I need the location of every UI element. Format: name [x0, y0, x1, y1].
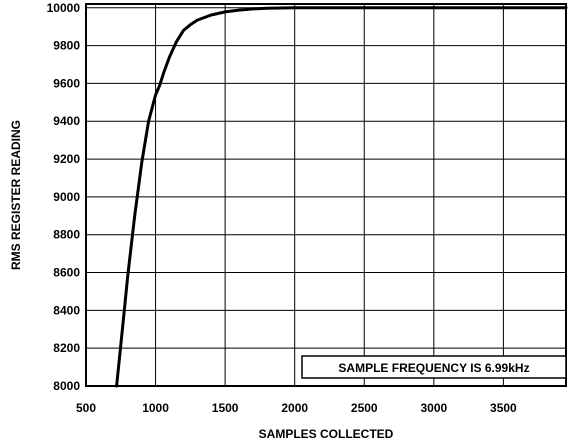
x-tick-label: 2500 [351, 401, 378, 415]
y-tick-label: 8000 [53, 379, 80, 393]
y-tick-label: 9000 [53, 190, 80, 204]
annotation-box [301, 355, 567, 379]
grid-lines [86, 4, 566, 386]
x-tick-label: 3000 [420, 401, 447, 415]
y-tick-label: 9600 [53, 76, 80, 90]
series-line [115, 6, 568, 388]
y-tick-label: 9800 [53, 39, 80, 53]
x-tick-label: 1500 [212, 401, 239, 415]
y-tick-label: 8600 [53, 266, 80, 280]
y-tick-labels: 8000 8200 8400 8600 8800 9000 9200 9400 9600 9800… [47, 1, 81, 393]
annotation-text: SAMPLE FREQUENCY IS 6.99kHz [338, 361, 529, 375]
x-tick-label: 2000 [281, 401, 308, 415]
y-tick-label: 10000 [47, 1, 81, 15]
y-tick-label: 8800 [53, 228, 80, 242]
y-tick-label: 8200 [53, 341, 80, 355]
y-tick-label: 8400 [53, 303, 80, 317]
x-tick-label: 1000 [142, 401, 169, 415]
plot-frame [85, 3, 567, 387]
x-tick-label: 500 [76, 401, 96, 415]
x-axis-label: SAMPLES COLLECTED [259, 427, 394, 441]
y-axis-label: RMS REGISTER READING [9, 120, 23, 270]
x-tick-labels: 500 1000 1500 2000 2500 3000 3500 [76, 401, 517, 415]
y-tick-label: 9200 [53, 152, 80, 166]
x-tick-label: 3500 [490, 401, 517, 415]
y-tick-label: 9400 [53, 114, 80, 128]
